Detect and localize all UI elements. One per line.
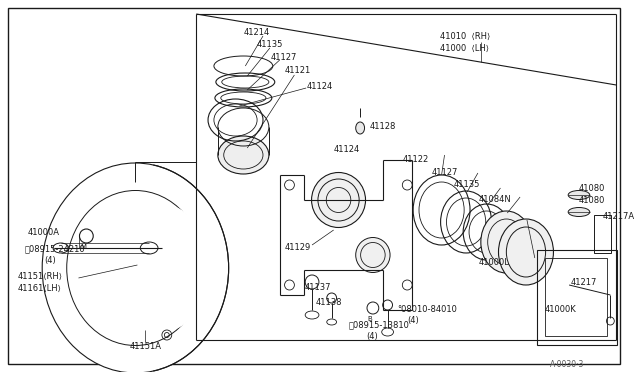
Text: A·0030·3: A·0030·3 [550, 360, 584, 369]
Text: 41000K: 41000K [545, 305, 577, 314]
Text: 41124: 41124 [306, 82, 332, 91]
Text: 41129: 41129 [285, 243, 311, 252]
Text: 41137: 41137 [304, 283, 331, 292]
Text: ⓜ08915-24210: ⓜ08915-24210 [24, 244, 85, 253]
Ellipse shape [568, 208, 589, 217]
Text: 41127: 41127 [271, 53, 297, 62]
Text: 41084N: 41084N [479, 195, 511, 204]
Text: 41135: 41135 [257, 40, 284, 49]
Ellipse shape [42, 163, 228, 372]
Text: 41151A: 41151A [129, 342, 161, 351]
Text: 41135: 41135 [453, 180, 480, 189]
Text: 41000A: 41000A [28, 228, 60, 237]
Bar [594, 215, 611, 253]
Text: 41161⟨LH⟩: 41161⟨LH⟩ [18, 284, 61, 293]
Text: 41138: 41138 [316, 298, 342, 307]
Ellipse shape [356, 237, 390, 273]
Ellipse shape [568, 190, 589, 199]
Text: 41080: 41080 [579, 196, 605, 205]
Text: 41127: 41127 [432, 168, 458, 177]
Ellipse shape [356, 122, 365, 134]
Text: 41010  ⟨RH⟩: 41010 ⟨RH⟩ [440, 32, 490, 41]
Text: 41124: 41124 [333, 145, 360, 154]
Text: 41128: 41128 [370, 122, 396, 131]
Bar [537, 250, 617, 345]
Text: 41080: 41080 [579, 184, 605, 193]
Ellipse shape [101, 229, 170, 307]
Text: 41000L: 41000L [479, 258, 509, 267]
Ellipse shape [115, 244, 156, 292]
Text: 41121: 41121 [285, 66, 311, 75]
Text: B: B [367, 316, 372, 322]
Text: ⓜ08915-13810: ⓜ08915-13810 [348, 320, 409, 329]
Text: 41217: 41217 [571, 278, 598, 287]
Text: (4): (4) [407, 316, 419, 325]
Ellipse shape [312, 173, 365, 228]
Text: 41122: 41122 [403, 155, 429, 164]
Text: 41214: 41214 [243, 28, 269, 37]
Ellipse shape [218, 136, 269, 174]
Ellipse shape [67, 190, 204, 346]
Ellipse shape [481, 211, 532, 273]
Text: M: M [81, 244, 86, 250]
Ellipse shape [499, 219, 554, 285]
Text: 41000  ⟨LH⟩: 41000 ⟨LH⟩ [440, 44, 488, 53]
Text: (4): (4) [44, 256, 56, 265]
Bar [545, 258, 607, 336]
Ellipse shape [99, 203, 211, 333]
Text: 41217A: 41217A [602, 212, 635, 221]
Text: °08010-84010: °08010-84010 [397, 305, 458, 314]
Text: (4): (4) [366, 332, 378, 341]
Text: 41151⟨RH⟩: 41151⟨RH⟩ [18, 272, 63, 281]
